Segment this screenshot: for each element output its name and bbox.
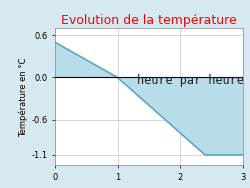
Text: heure par heure: heure par heure [136,74,244,87]
Y-axis label: Température en °C: Température en °C [19,57,28,136]
Title: Evolution de la température: Evolution de la température [61,14,236,27]
